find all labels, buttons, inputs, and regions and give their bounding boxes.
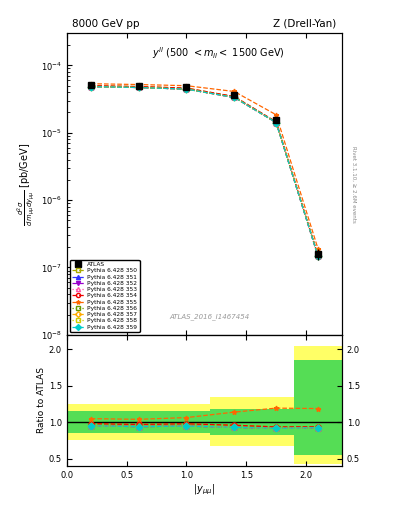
Pythia 6.428 351 (316, 253, 320, 259)
Pythia 6.428 359 (274, 119, 279, 125)
Line: Pythia 6.428 356: Pythia 6.428 356 (88, 84, 320, 259)
Pythia 6.428 358 (88, 83, 93, 90)
Text: Z (Drell-Yan): Z (Drell-Yan) (273, 19, 336, 29)
X-axis label: $|y_{\mu\mu}|$: $|y_{\mu\mu}|$ (193, 482, 215, 497)
Pythia 6.428 359 (316, 253, 320, 259)
Pythia 6.428 358 (316, 253, 320, 259)
Line: Pythia 6.428 354: Pythia 6.428 354 (88, 83, 320, 258)
Line: Pythia 6.428 359: Pythia 6.428 359 (88, 84, 320, 259)
Text: $y^{ll}$ (500 $< m_{ll} <$ 1500 GeV): $y^{ll}$ (500 $< m_{ll} <$ 1500 GeV) (152, 46, 285, 61)
Pythia 6.428 359 (232, 94, 237, 100)
Pythia 6.428 358 (232, 94, 237, 100)
Pythia 6.428 353 (316, 253, 320, 259)
Pythia 6.428 358 (184, 86, 189, 92)
Pythia 6.428 353 (274, 119, 279, 125)
Pythia 6.428 351 (274, 119, 279, 125)
Pythia 6.428 358 (274, 119, 279, 125)
Text: 8000 GeV pp: 8000 GeV pp (72, 19, 140, 29)
Pythia 6.428 352 (274, 119, 279, 125)
Pythia 6.428 352 (316, 253, 320, 259)
Pythia 6.428 354 (136, 83, 141, 90)
Pythia 6.428 357 (184, 86, 189, 92)
Pythia 6.428 357 (232, 94, 237, 100)
Pythia 6.428 353 (232, 94, 237, 100)
Pythia 6.428 351 (88, 83, 93, 90)
Line: Pythia 6.428 355: Pythia 6.428 355 (88, 81, 320, 251)
Pythia 6.428 354 (274, 119, 279, 125)
Pythia 6.428 355 (184, 82, 189, 89)
Pythia 6.428 356 (136, 84, 141, 91)
Pythia 6.428 355 (274, 112, 279, 118)
Line: Pythia 6.428 351: Pythia 6.428 351 (88, 84, 320, 259)
Pythia 6.428 359 (88, 83, 93, 90)
Pythia 6.428 350 (274, 119, 279, 125)
Y-axis label: $\frac{d^2\sigma}{d\,m_{\mu\mu}\,dy_{\mu\mu}}$ [pb/GeV]: $\frac{d^2\sigma}{d\,m_{\mu\mu}\,dy_{\mu… (15, 142, 37, 226)
Pythia 6.428 359 (184, 86, 189, 92)
Pythia 6.428 356 (184, 86, 189, 92)
Pythia 6.428 357 (316, 253, 320, 259)
Line: Pythia 6.428 358: Pythia 6.428 358 (88, 84, 320, 259)
Line: Pythia 6.428 350: Pythia 6.428 350 (88, 83, 320, 258)
Pythia 6.428 352 (136, 84, 141, 91)
Pythia 6.428 354 (316, 252, 320, 259)
Line: Pythia 6.428 357: Pythia 6.428 357 (88, 84, 320, 259)
Pythia 6.428 350 (88, 82, 93, 89)
Pythia 6.428 357 (88, 83, 93, 90)
Pythia 6.428 350 (232, 94, 237, 100)
Line: Pythia 6.428 353: Pythia 6.428 353 (88, 84, 320, 259)
Pythia 6.428 357 (136, 84, 141, 91)
Text: ATLAS_2016_I1467454: ATLAS_2016_I1467454 (170, 313, 250, 319)
Pythia 6.428 350 (136, 83, 141, 90)
Pythia 6.428 352 (88, 83, 93, 90)
Y-axis label: Rivet 3.1.10, ≥ 2.6M events: Rivet 3.1.10, ≥ 2.6M events (351, 146, 356, 222)
Pythia 6.428 351 (136, 84, 141, 91)
Pythia 6.428 356 (232, 94, 237, 100)
Pythia 6.428 353 (136, 84, 141, 91)
Y-axis label: Ratio to ATLAS: Ratio to ATLAS (37, 368, 46, 433)
Pythia 6.428 355 (232, 89, 237, 95)
Legend: ATLAS, Pythia 6.428 350, Pythia 6.428 351, Pythia 6.428 352, Pythia 6.428 353, P: ATLAS, Pythia 6.428 350, Pythia 6.428 35… (70, 260, 140, 332)
Pythia 6.428 356 (88, 83, 93, 90)
Pythia 6.428 355 (316, 246, 320, 252)
Pythia 6.428 355 (88, 80, 93, 87)
Pythia 6.428 354 (184, 85, 189, 91)
Pythia 6.428 356 (274, 119, 279, 125)
Pythia 6.428 351 (184, 86, 189, 92)
Pythia 6.428 351 (232, 94, 237, 100)
Pythia 6.428 359 (136, 84, 141, 91)
Pythia 6.428 358 (136, 84, 141, 91)
Pythia 6.428 355 (136, 81, 141, 88)
Pythia 6.428 356 (316, 253, 320, 259)
Pythia 6.428 353 (184, 86, 189, 92)
Pythia 6.428 352 (184, 86, 189, 92)
Pythia 6.428 350 (316, 252, 320, 259)
Line: Pythia 6.428 352: Pythia 6.428 352 (88, 84, 320, 259)
Pythia 6.428 350 (184, 85, 189, 91)
Pythia 6.428 357 (274, 119, 279, 125)
Pythia 6.428 354 (232, 94, 237, 100)
Pythia 6.428 352 (232, 94, 237, 100)
Pythia 6.428 354 (88, 82, 93, 89)
Pythia 6.428 353 (88, 83, 93, 90)
